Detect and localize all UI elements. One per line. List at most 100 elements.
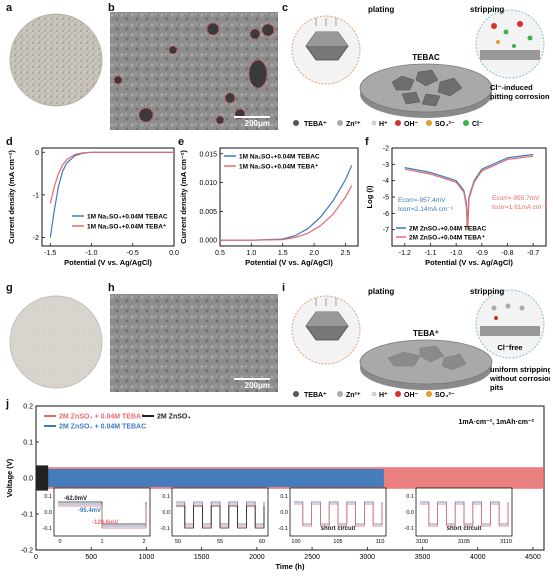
callout-line3-i: pits: [490, 383, 503, 392]
callout-line1-i: uniform stripping: [490, 365, 550, 374]
series-line-e-0: [220, 165, 353, 241]
panel-label-h: h: [108, 282, 115, 294]
inset-x-label: 110: [376, 539, 385, 545]
annotation-blue-f-0: Ecorr=-957.4mV: [398, 197, 446, 204]
panel-label-j: j: [6, 398, 10, 410]
inset-y-label: 0.1: [162, 494, 170, 500]
legend-i-1: Zn²⁺: [346, 392, 361, 399]
inset-y-label: 0.0: [44, 510, 52, 516]
inset-y-label: 0.0: [280, 510, 288, 516]
inset-y-label: -0.1: [161, 526, 170, 532]
legend-c-3: OH⁻: [404, 121, 419, 128]
legend-text-d-0: 1M Na₂SO₄+0.04M TEBAC: [87, 214, 168, 221]
y-axis-label: Current density (mA cm⁻²): [7, 150, 16, 244]
scale-bar-b: [234, 116, 270, 118]
chart-e: 0.5 1.0 1.5 2.0 2.5 0.000 0.005 0.010 0.015 Poten…: [179, 147, 359, 267]
x-axis-label: Potential (V vs. Ag/AgCl): [245, 258, 333, 267]
y-tick-label: 0: [35, 150, 39, 157]
inset-2: 0.1 0.0 -0.1 100 105 110 short circuit: [279, 487, 387, 545]
inset-wave: [420, 503, 509, 527]
inset-x-label: 60: [259, 539, 265, 545]
inset-y-label: -0.1: [279, 526, 288, 532]
y-axis-label: Voltage (V): [5, 458, 14, 497]
inset-note: short circuit: [447, 526, 482, 532]
x-tick-label: 1.5: [278, 250, 288, 257]
oh-icon-i: [395, 391, 401, 397]
inset-x-label: 0: [58, 539, 61, 545]
stripping-text-c: stripping: [470, 5, 504, 14]
legend-text-f-0: 2M ZnSO₄+0.04M TEBAC: [409, 226, 487, 233]
y-tick-label: 0.015: [199, 151, 217, 158]
y-tick-label: 0.000: [199, 238, 217, 245]
y-tick-label: -5: [383, 195, 389, 202]
x-tick-label: 2.0: [309, 250, 319, 257]
chart-f: -1.2 -1.1 -1.0 -0.9 -0.8 -0.7 -7 -6 -5 -4 -3 -2 Pote…: [365, 146, 548, 268]
x-tick-label: -1.1: [424, 250, 436, 257]
sem-image-h: 200μm: [110, 294, 278, 392]
inset-x-label: 55: [217, 539, 223, 545]
inset-note: -62.0mV: [64, 496, 87, 502]
inset-note: short circuit: [321, 526, 356, 532]
callout-line2-c: pitting corrosion: [490, 92, 550, 101]
legend-c-5: Cl⁻: [472, 121, 483, 128]
inset-note: -128.6mV: [92, 520, 118, 526]
scale-text-h: 200μm: [244, 381, 270, 390]
legend-text-d-1: 1M Na₂SO₄+0.04M TEBA⁺: [87, 224, 167, 231]
series-line-f-1: [404, 155, 534, 230]
legend-c-1: Zn²⁺: [346, 121, 361, 128]
legend-c-0: TEBA⁺: [304, 121, 327, 128]
y-tick-label: 0.005: [199, 209, 217, 216]
series-line-d-1: [49, 151, 174, 204]
x-tick-label: -1.0: [450, 250, 462, 257]
x-tick-label: -1.0: [85, 250, 97, 257]
inset-wave: [58, 505, 147, 529]
inset-1: 0.1 0.0 -0.1 50 55 60: [161, 487, 269, 545]
y-tick-label: -1: [33, 192, 39, 199]
x-tick-label: 4000: [470, 554, 486, 561]
x-tick-label: 2000: [249, 554, 265, 561]
cl-free-text-i: Cl⁻free: [497, 343, 522, 352]
band-tebac: [36, 469, 384, 487]
panel-label-i: i: [282, 282, 286, 294]
y-tick-label: -6: [383, 211, 389, 218]
x-tick-label: 2.5: [341, 250, 351, 257]
x-axis-label: Potential (V vs. Ag/AgCl): [425, 258, 513, 267]
plot-frame: [219, 147, 359, 247]
zn-icon-i: [337, 391, 343, 397]
zn-disk-photo-g: [8, 294, 104, 390]
y-tick-label: -0.1: [21, 512, 33, 519]
inset-x-label: 1: [100, 539, 103, 545]
legend-text-j-1: 2M ZnSO₄ + 0.04M TEBAC: [59, 424, 146, 431]
inset-y-label: -0.1: [405, 526, 414, 532]
y-axis-label: Current density (mA cm⁻²): [179, 150, 188, 244]
x-tick-label: 3000: [360, 554, 376, 561]
scale-bar-h: [234, 378, 270, 380]
y-tick-label: -2: [383, 146, 389, 153]
inset-0: 0.1 0.0 -0.1 0 1 2 -62.0mV -95.4mV -128.6mV: [43, 487, 151, 545]
inset-y-label: 0.1: [280, 494, 288, 500]
inset-x-label: 2: [142, 539, 145, 545]
panel-label-d: d: [6, 136, 13, 148]
inset-x-label: 105: [333, 539, 342, 545]
panel-label-g: g: [6, 282, 13, 294]
plating-text-i: plating: [368, 287, 394, 296]
zn-icon-c: [337, 120, 343, 126]
series-line-e-1: [220, 185, 353, 241]
h-icon-i: [371, 391, 377, 397]
center-label-c: TEBAC: [412, 53, 440, 62]
panel-label-c: c: [282, 2, 289, 14]
inset-y-label: 0.0: [406, 510, 414, 516]
teba-icon-c: [293, 120, 299, 126]
scale-text-b: 200μm: [244, 119, 270, 128]
legend-i-2: H⁺: [379, 392, 388, 399]
inset-note: -95.4mV: [78, 508, 101, 514]
inset-x-label: 3105: [458, 539, 470, 545]
annotation-red-f-1: Icorr=1.61mA cm⁻²: [492, 204, 548, 211]
x-tick-label: 0.5: [215, 250, 225, 257]
inset-y-label: -0.1: [43, 526, 52, 532]
x-tick-label: -0.5: [127, 250, 139, 257]
inset-wave: [294, 503, 383, 527]
series-line-f-0: [404, 153, 534, 227]
schematic-c: TEBAC plating stripping Cl⁻-induced pitt…: [284, 2, 550, 132]
x-axis-label: Potential (V vs. Ag/AgCl): [64, 258, 152, 267]
